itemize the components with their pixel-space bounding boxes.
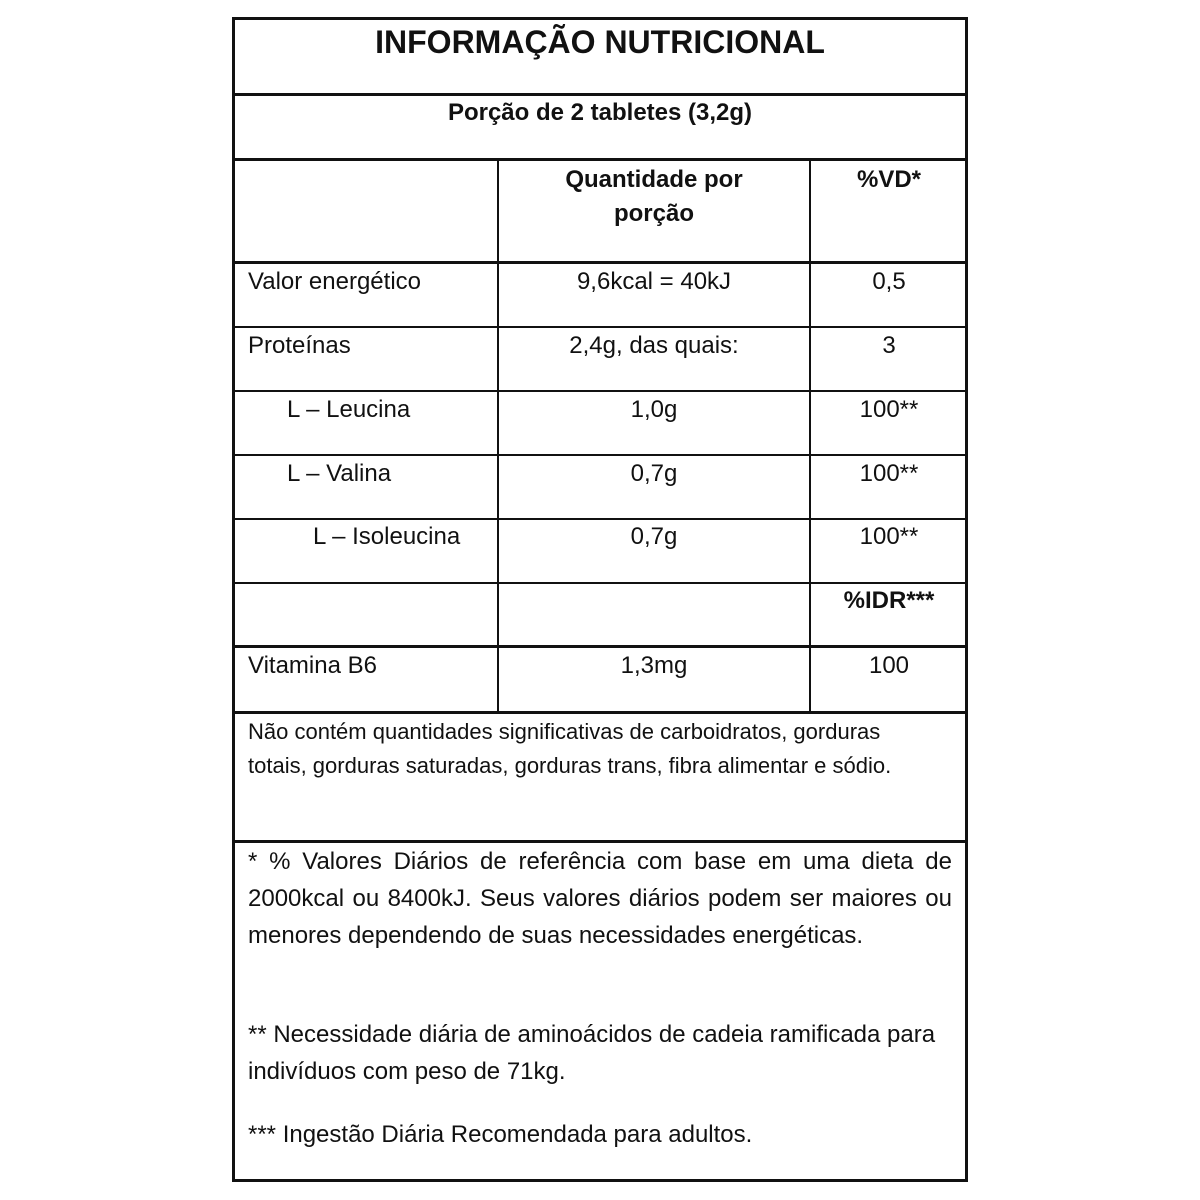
row-name: Valor energético bbox=[248, 268, 421, 295]
column-divider bbox=[497, 160, 499, 712]
divider bbox=[232, 390, 968, 392]
row-qty: 9,6kcal = 40kJ bbox=[576, 268, 732, 295]
vitamin-name: Vitamina B6 bbox=[248, 652, 377, 679]
divider bbox=[232, 158, 968, 161]
footnote-vd: * % Valores Diários de referência com ba… bbox=[248, 848, 952, 949]
row-name: L – Isoleucina bbox=[313, 523, 461, 550]
header-vd: %VD* bbox=[856, 166, 922, 193]
divider bbox=[232, 454, 968, 456]
row-vd: 3 bbox=[882, 332, 896, 359]
label-title: INFORMAÇÃO NUTRICIONAL bbox=[375, 24, 825, 60]
footnote-idr: *** Ingestão Diária Recomendada para adu… bbox=[248, 1121, 753, 1148]
divider bbox=[232, 93, 968, 96]
row-name: Proteínas bbox=[248, 332, 351, 359]
row-vd: 0,5 bbox=[872, 268, 906, 295]
row-qty: 1,0g bbox=[630, 396, 678, 423]
divider bbox=[232, 518, 968, 520]
vitamin-qty: 1,3mg bbox=[620, 652, 688, 679]
vitamin-idr: 100 bbox=[868, 652, 910, 679]
label-border bbox=[232, 17, 968, 1182]
column-divider bbox=[809, 160, 811, 712]
divider bbox=[232, 840, 968, 843]
divider bbox=[232, 645, 968, 648]
row-qty: 0,7g bbox=[630, 460, 678, 487]
row-name: L – Valina bbox=[287, 460, 392, 487]
row-vd: 100** bbox=[859, 460, 919, 487]
divider bbox=[232, 582, 968, 584]
not-contains-note: Não contém quantidades significativas de… bbox=[248, 719, 892, 778]
row-vd: 100** bbox=[859, 396, 919, 423]
row-vd: 100** bbox=[859, 523, 919, 550]
header-quantity: Quantidade por porção bbox=[565, 166, 743, 227]
row-name: L – Leucina bbox=[287, 396, 411, 423]
divider bbox=[232, 711, 968, 714]
serving-size: Porção de 2 tabletes (3,2g) bbox=[447, 99, 753, 126]
footnote-amino: ** Necessidade diária de aminoácidos de … bbox=[248, 1021, 936, 1085]
row-qty: 2,4g, das quais: bbox=[569, 332, 739, 359]
divider bbox=[232, 326, 968, 328]
header-idr: %IDR*** bbox=[843, 587, 935, 614]
row-qty: 0,7g bbox=[630, 523, 678, 550]
divider bbox=[232, 261, 968, 264]
